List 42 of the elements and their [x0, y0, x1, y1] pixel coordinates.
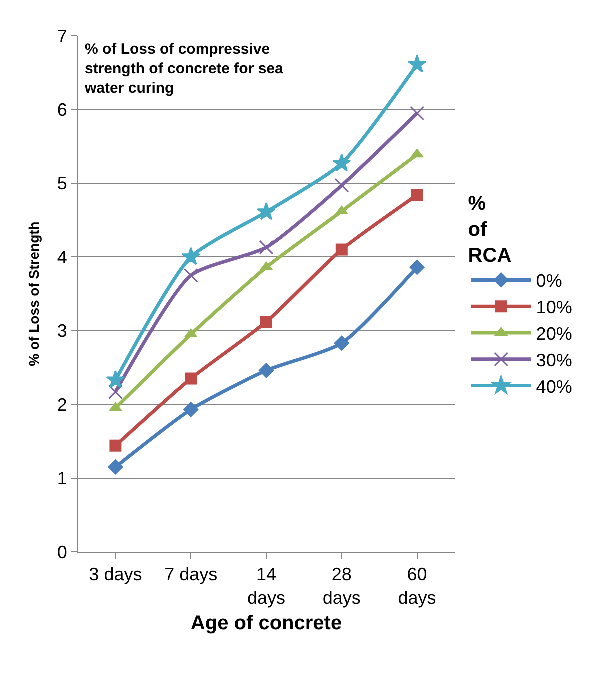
y-axis-title: % of Loss of Strength — [26, 222, 42, 366]
y-tick-label: 1 — [57, 468, 68, 489]
point — [408, 54, 427, 73]
point — [183, 402, 199, 418]
point — [410, 260, 426, 276]
point — [110, 440, 122, 452]
legend-label: 20% — [536, 324, 572, 344]
x-tick-label: 28 days — [322, 564, 361, 608]
point — [336, 244, 348, 256]
y-tick-label: 4 — [57, 247, 68, 268]
x-tick-label: 3 days — [89, 564, 142, 585]
point — [410, 106, 425, 121]
point — [334, 336, 350, 352]
point — [182, 247, 200, 266]
legend-label: 0% — [536, 271, 562, 292]
point — [108, 384, 123, 400]
y-tick-label: 7 — [57, 26, 68, 46]
legend-label: 10% — [536, 298, 572, 318]
point — [260, 316, 272, 328]
text: % of Loss of compressive strength of concrete for sea water curing — [84, 41, 284, 97]
point — [411, 189, 424, 202]
y-tick-label: 6 — [57, 100, 68, 120]
point — [334, 178, 350, 193]
x-axis-title: Age of concrete — [190, 612, 342, 634]
x-tick-label: 60 days — [398, 564, 436, 608]
point — [258, 362, 274, 378]
point — [106, 370, 126, 388]
point — [257, 202, 276, 220]
y-tick-label: 0 — [57, 542, 68, 562]
point — [184, 268, 198, 283]
point — [332, 154, 352, 172]
legend-label: 40% — [536, 376, 572, 397]
x-tick-label: 14 days — [247, 564, 286, 608]
point — [108, 459, 124, 476]
point — [185, 372, 198, 385]
y-tick-label: 5 — [57, 174, 68, 194]
y-tick-label: 3 — [57, 321, 68, 342]
point — [259, 240, 274, 255]
legend-title: % of RCA — [468, 193, 512, 267]
x-tick-label: 7 days — [164, 564, 218, 585]
legend-label: 30% — [536, 350, 572, 370]
y-tick-label: 2 — [57, 394, 68, 415]
